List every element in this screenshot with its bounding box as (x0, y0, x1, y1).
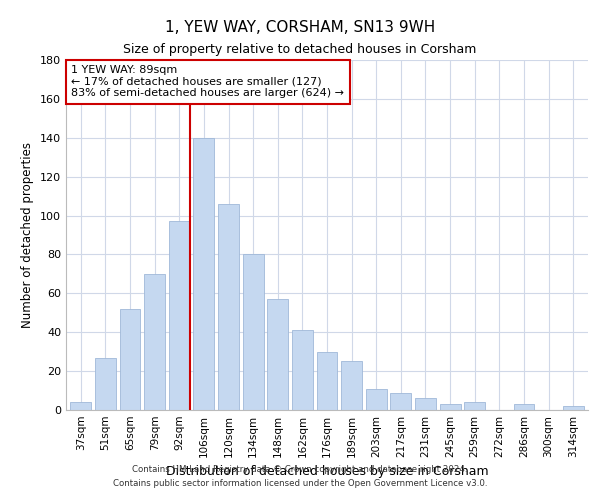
Bar (267, 299, 288, 410)
Bar (193, 138, 214, 410)
Bar (440, 404, 461, 410)
Text: 1, YEW WAY, CORSHAM, SN13 9WH: 1, YEW WAY, CORSHAM, SN13 9WH (165, 20, 435, 35)
Bar (119, 309, 140, 410)
Text: Contains HM Land Registry data © Crown copyright and database right 2024.
Contai: Contains HM Land Registry data © Crown c… (113, 466, 487, 487)
Bar (317, 352, 337, 410)
Bar (242, 254, 263, 410)
X-axis label: Distribution of detached houses by size in Corsham: Distribution of detached houses by size … (166, 466, 488, 478)
Text: 1 YEW WAY: 89sqm
← 17% of detached houses are smaller (127)
83% of semi-detached: 1 YEW WAY: 89sqm ← 17% of detached house… (71, 66, 344, 98)
Text: Size of property relative to detached houses in Corsham: Size of property relative to detached ho… (124, 42, 476, 56)
Bar (366, 388, 387, 410)
Bar (144, 274, 165, 410)
Bar (341, 362, 362, 410)
Bar (70, 402, 91, 410)
Bar (563, 406, 584, 410)
Bar (391, 392, 412, 410)
Y-axis label: Number of detached properties: Number of detached properties (22, 142, 34, 328)
Bar (292, 330, 313, 410)
Bar (464, 402, 485, 410)
Bar (415, 398, 436, 410)
Bar (514, 404, 535, 410)
Bar (169, 222, 190, 410)
Bar (218, 204, 239, 410)
Bar (95, 358, 116, 410)
